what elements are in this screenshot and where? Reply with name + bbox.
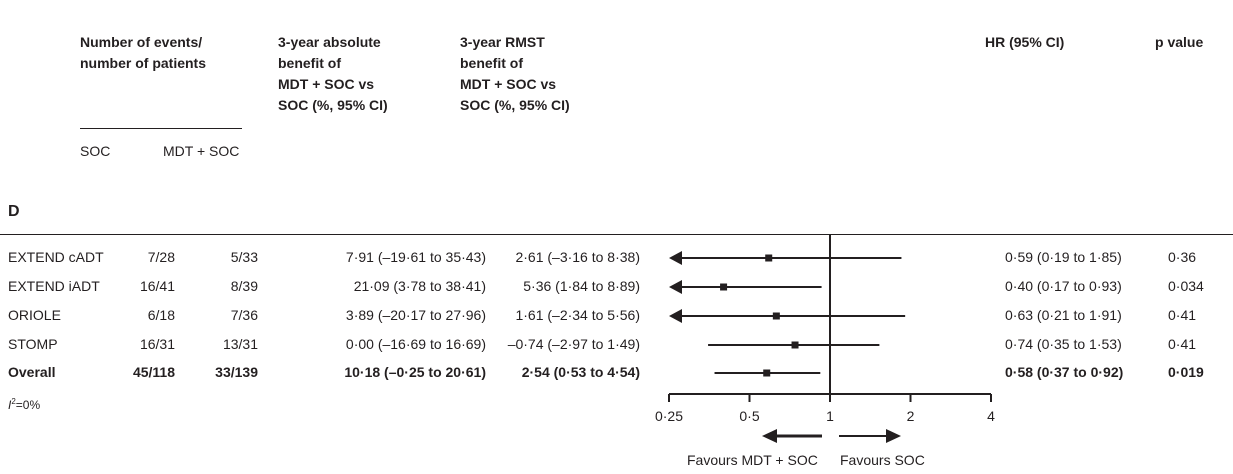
row-name: Overall	[8, 364, 56, 380]
row-hr: 0·40 (0·17 to 0·93)	[1005, 278, 1122, 294]
row-p-value: 0·019	[1168, 364, 1204, 380]
favours-left-label: Favours MDT + SOC	[687, 452, 818, 468]
row-soc: 45/118	[132, 364, 175, 380]
row-p-value: 0·41	[1168, 307, 1197, 323]
row-mdt: 13/31	[222, 336, 258, 352]
row-name: EXTEND cADT	[8, 249, 104, 265]
row-abs-benefit: 21·09 (3·78 to 38·41)	[353, 278, 486, 294]
row-p-value: 0·41	[1168, 336, 1197, 352]
row-p-value: 0·36	[1168, 249, 1197, 265]
row-name: ORIOLE	[8, 307, 61, 323]
row-name: STOMP	[8, 336, 58, 352]
hr-point	[791, 341, 799, 349]
row-mdt: 5/33	[230, 249, 258, 265]
row-mdt: 7/36	[230, 307, 258, 323]
ci-arrow	[669, 280, 682, 294]
hr-point	[772, 312, 780, 320]
row-abs-benefit: 3·89 (–20·17 to 27·96)	[345, 307, 486, 323]
row-rmst-benefit: 5·36 (1·84 to 8·89)	[523, 278, 640, 294]
hr-point	[720, 283, 728, 291]
row-soc: 16/41	[139, 278, 175, 294]
hr-point	[763, 369, 771, 377]
row-rmst-benefit: 2·61 (–3·16 to 8·38)	[515, 249, 640, 265]
header-hr: HR (95% CI)	[985, 34, 1065, 50]
row-rmst-benefit: 2·54 (0·53 to 4·54)	[521, 364, 640, 380]
row-rmst-benefit: 1·61 (–2·34 to 5·56)	[515, 307, 640, 323]
top-rule	[0, 234, 1233, 235]
favours-right-arrowhead	[886, 429, 901, 443]
header-mdt: MDT + SOC	[163, 143, 240, 159]
header-p: p value	[1155, 34, 1204, 50]
row-abs-benefit: 10·18 (–0·25 to 20·61)	[344, 364, 486, 380]
row-name: EXTEND iADT	[8, 278, 100, 294]
row-mdt: 8/39	[230, 278, 258, 294]
panel-label: D	[8, 203, 20, 220]
header-divider	[80, 128, 242, 129]
row-abs-benefit: 0·00 (–16·69 to 16·69)	[345, 336, 486, 352]
header-soc: SOC	[80, 143, 111, 159]
row-hr: 0·58 (0·37 to 0·92)	[1005, 364, 1124, 380]
hr-point	[765, 254, 773, 262]
row-abs-benefit: 7·91 (–19·61 to 35·43)	[345, 249, 486, 265]
row-soc: 6/18	[147, 307, 175, 323]
x-tick-label: 1	[826, 408, 834, 424]
row-hr: 0·63 (0·21 to 1·91)	[1005, 307, 1122, 323]
x-tick-label: 0·25	[655, 408, 683, 424]
ci-arrow	[669, 251, 682, 265]
row-rmst-benefit: –0·74 (–2·97 to 1·49)	[507, 336, 640, 352]
row-soc: 16/31	[139, 336, 175, 352]
favours-left-arrowhead	[762, 429, 777, 443]
favours-right-label: Favours SOC	[840, 452, 925, 468]
x-tick-label: 0·5	[739, 408, 759, 424]
row-mdt: 33/139	[215, 364, 258, 380]
x-tick-label: 4	[987, 408, 995, 424]
heterogeneity: I2=0%	[8, 397, 41, 412]
header-abs: 3-year absolute benefit of MDT + SOC vs …	[278, 34, 388, 113]
ci-arrow	[669, 309, 682, 323]
x-tick-label: 2	[907, 408, 915, 424]
row-hr: 0·74 (0·35 to 1·53)	[1005, 336, 1122, 352]
row-soc: 7/28	[147, 249, 175, 265]
row-hr: 0·59 (0·19 to 1·85)	[1005, 249, 1122, 265]
row-p-value: 0·034	[1168, 278, 1204, 294]
header-events: Number of events/ number of patients	[80, 34, 207, 71]
header-rmst: 3-year RMST benefit of MDT + SOC vs SOC …	[460, 34, 570, 113]
